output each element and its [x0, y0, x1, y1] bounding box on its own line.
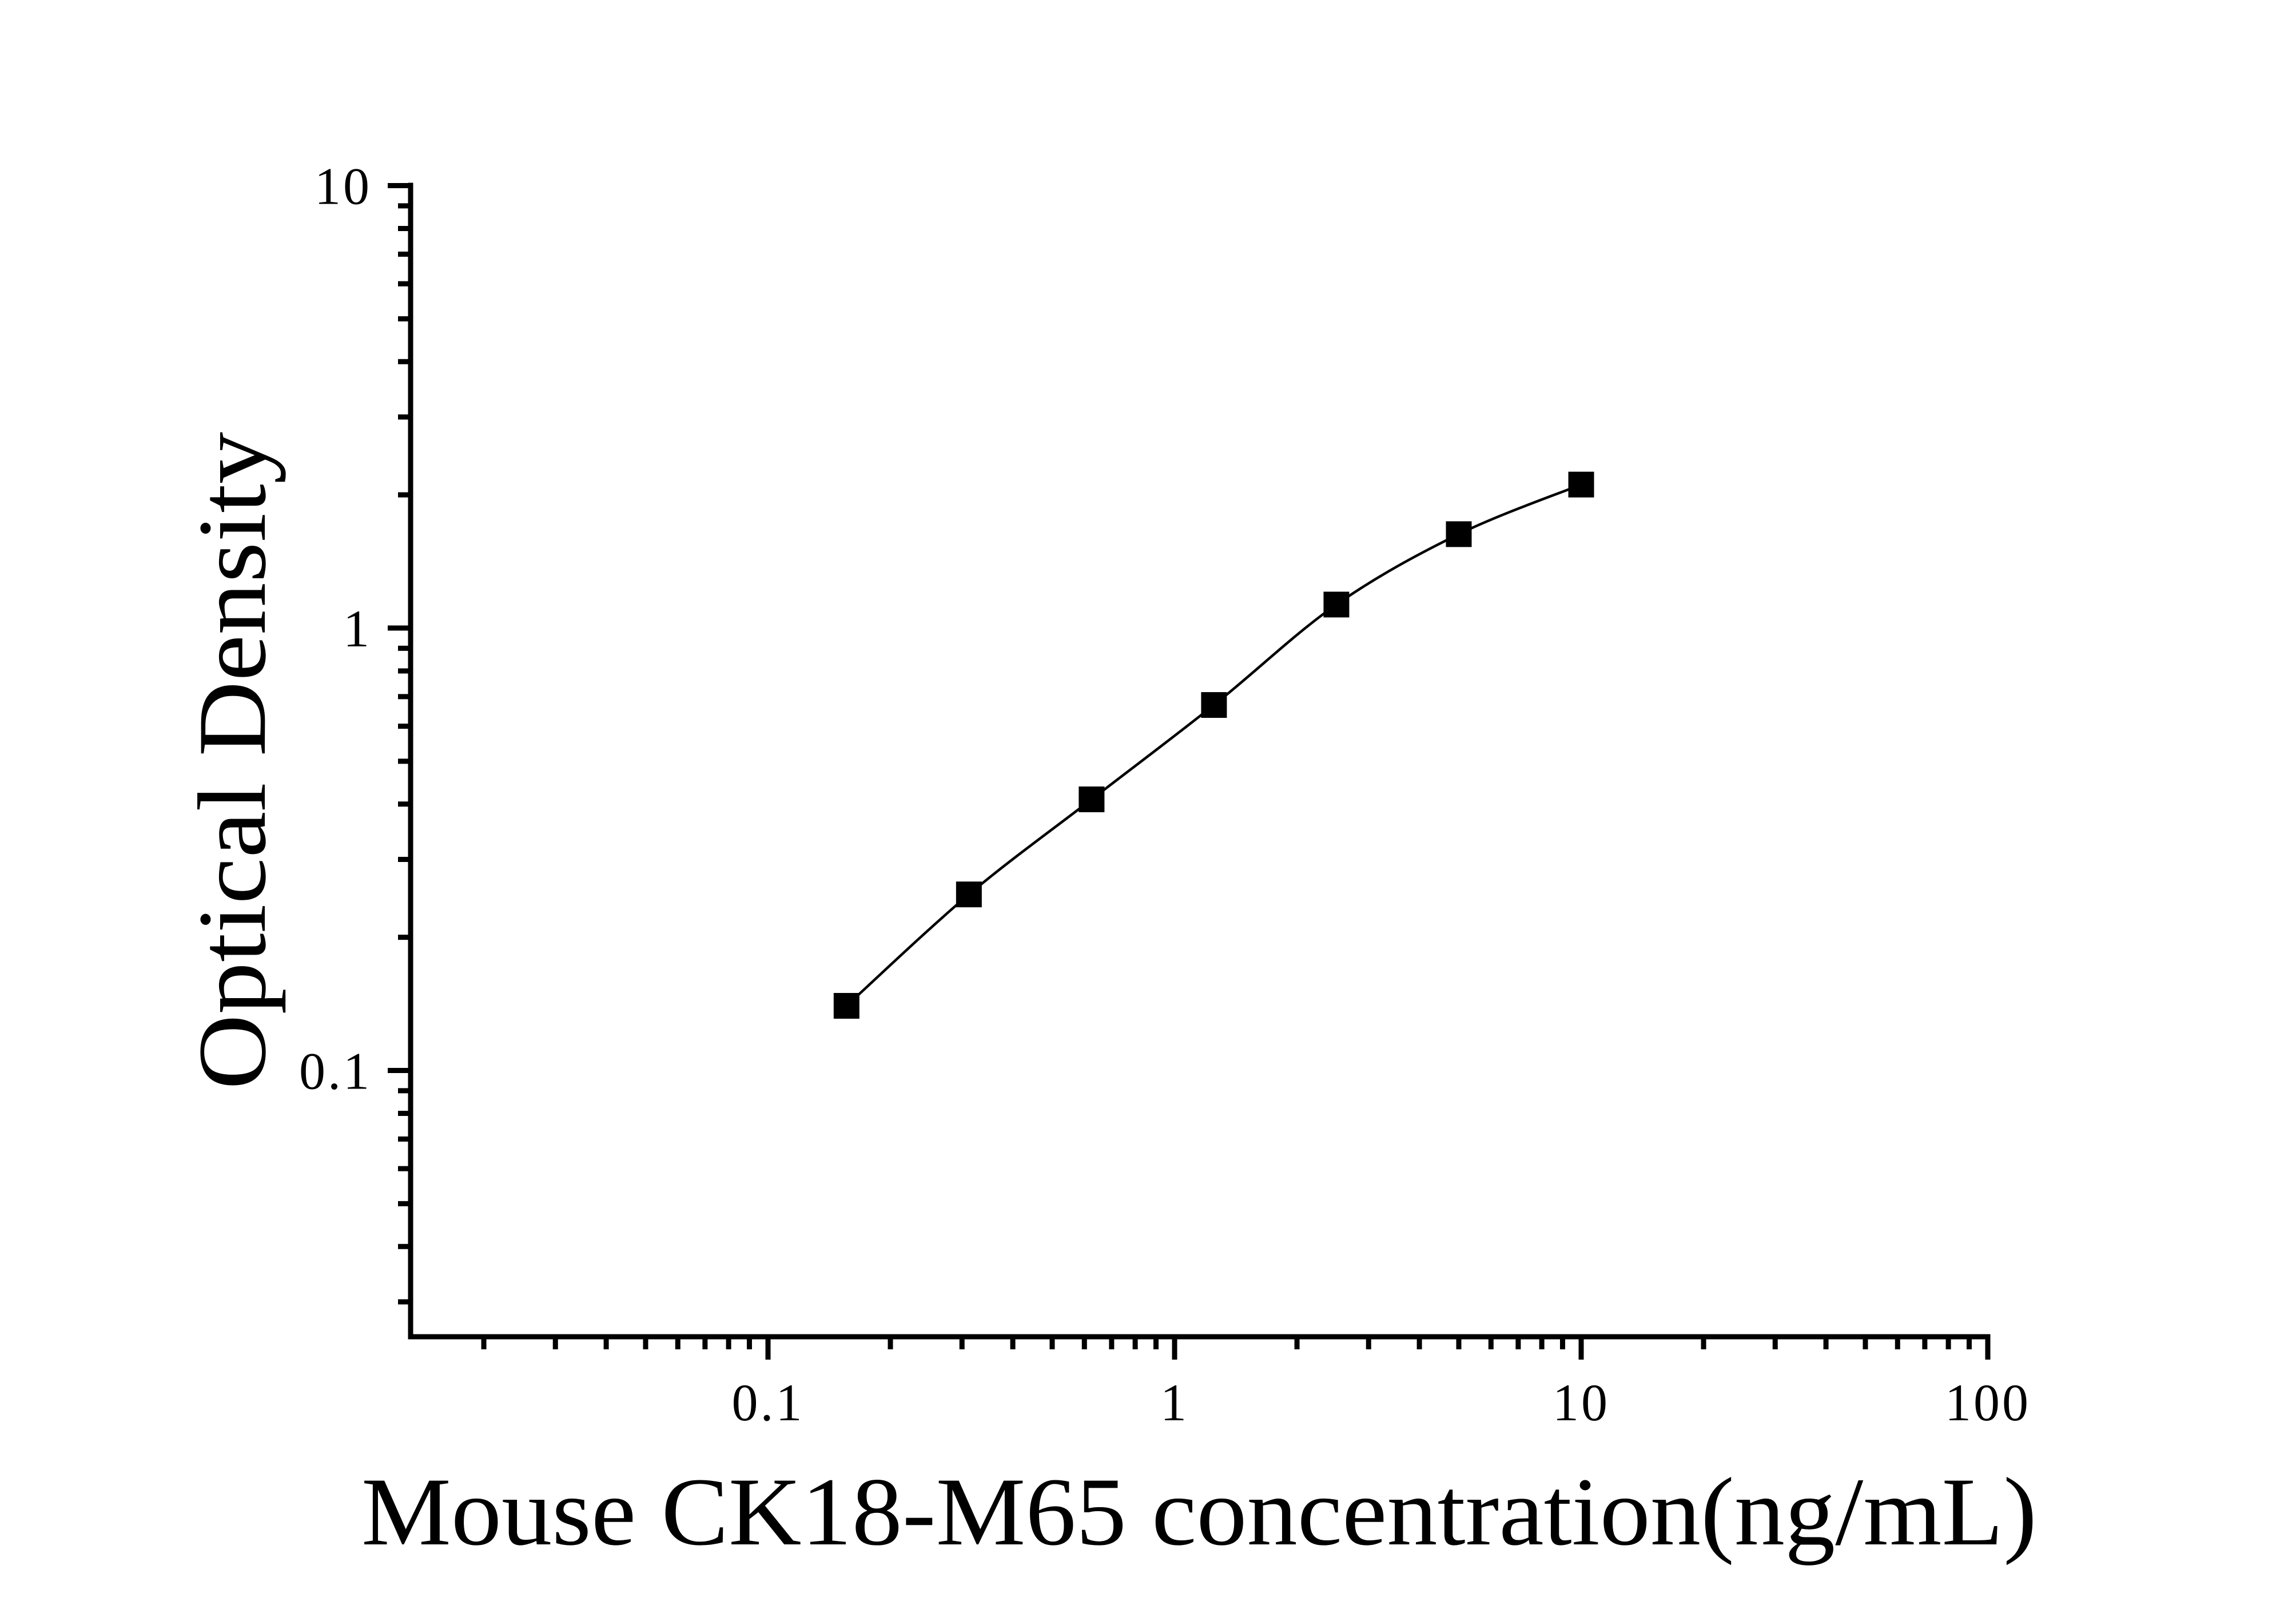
x-tick-label: 1 — [1160, 1373, 1189, 1432]
y-tick-label: 0.1 — [299, 1042, 372, 1101]
y-tick-label: 1 — [343, 599, 372, 658]
data-point-marker — [1201, 692, 1227, 718]
data-point-marker — [1079, 786, 1105, 813]
x-tick-label: 10 — [1553, 1373, 1610, 1432]
data-point-marker — [833, 992, 859, 1019]
y-axis-title: Optical Density — [178, 432, 286, 1090]
data-point-marker — [956, 881, 982, 908]
data-point-marker — [1323, 591, 1350, 618]
x-tick-label: 0.1 — [732, 1373, 805, 1432]
y-tick-label: 10 — [315, 157, 372, 216]
x-tick-label: 100 — [1945, 1373, 2031, 1432]
data-point-marker — [1568, 471, 1594, 498]
x-axis-title: Mouse CK18-M65 concentration(ng/mL) — [361, 1458, 2037, 1566]
axis-frame — [408, 182, 1991, 1340]
standard-curve-line — [845, 483, 1582, 1007]
data-point-marker — [1446, 521, 1472, 547]
